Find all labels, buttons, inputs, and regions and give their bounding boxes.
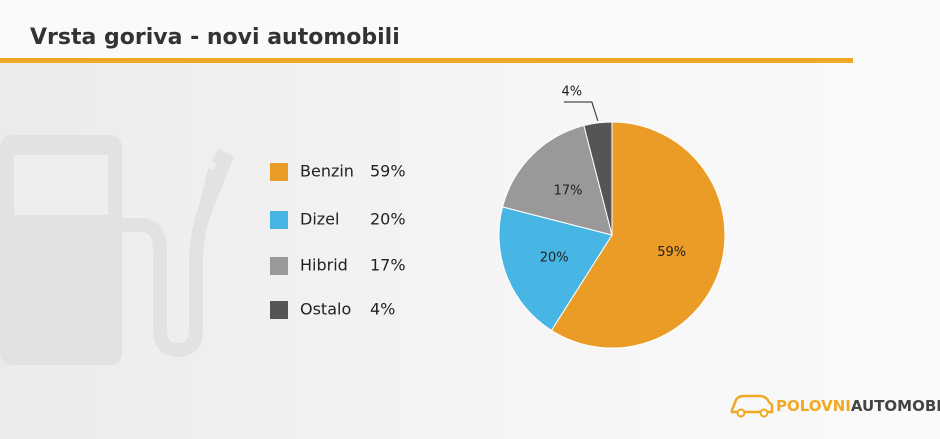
fuel-pump-icon (0, 135, 234, 365)
pie-chart: 59% 20% 17% 4% (498, 85, 726, 349)
legend-value: 17% (370, 256, 406, 275)
legend-label: Hibrid (300, 256, 348, 275)
legend-value: 59% (370, 162, 406, 181)
slice-label: 4% (562, 85, 583, 100)
legend-value: 20% (370, 210, 406, 229)
header-rule (0, 58, 853, 63)
legend-swatch (270, 163, 288, 181)
legend: Benzin 59% Dizel 20% Hibrid 17% Ostalo 4% (270, 162, 406, 319)
slice-label: 20% (540, 250, 569, 265)
pie-slice (583, 121, 613, 236)
logo: POLOVNIAUTOMOBILI (730, 394, 940, 418)
pie-slice (498, 206, 613, 332)
legend-value: 4% (370, 300, 395, 319)
logo-text: POLOVNIAUTOMOBILI (776, 397, 940, 415)
chart-title: Vrsta goriva - novi automobili (30, 25, 400, 50)
legend-label: Benzin (300, 162, 354, 181)
pie-slice (501, 124, 613, 236)
logo-second: AUTOMOBILI (851, 397, 940, 415)
legend-label: Dizel (300, 210, 339, 229)
header-band (0, 0, 940, 60)
legend-label: Ostalo (300, 300, 351, 319)
logo-first: POLOVNI (776, 397, 851, 415)
slice-label: 17% (554, 184, 583, 199)
slice-label: 59% (657, 245, 686, 260)
legend-swatch (270, 257, 288, 275)
leader-line (563, 101, 599, 122)
legend-swatch (270, 211, 288, 229)
legend-swatch (270, 301, 288, 319)
pie-slice (550, 121, 726, 349)
